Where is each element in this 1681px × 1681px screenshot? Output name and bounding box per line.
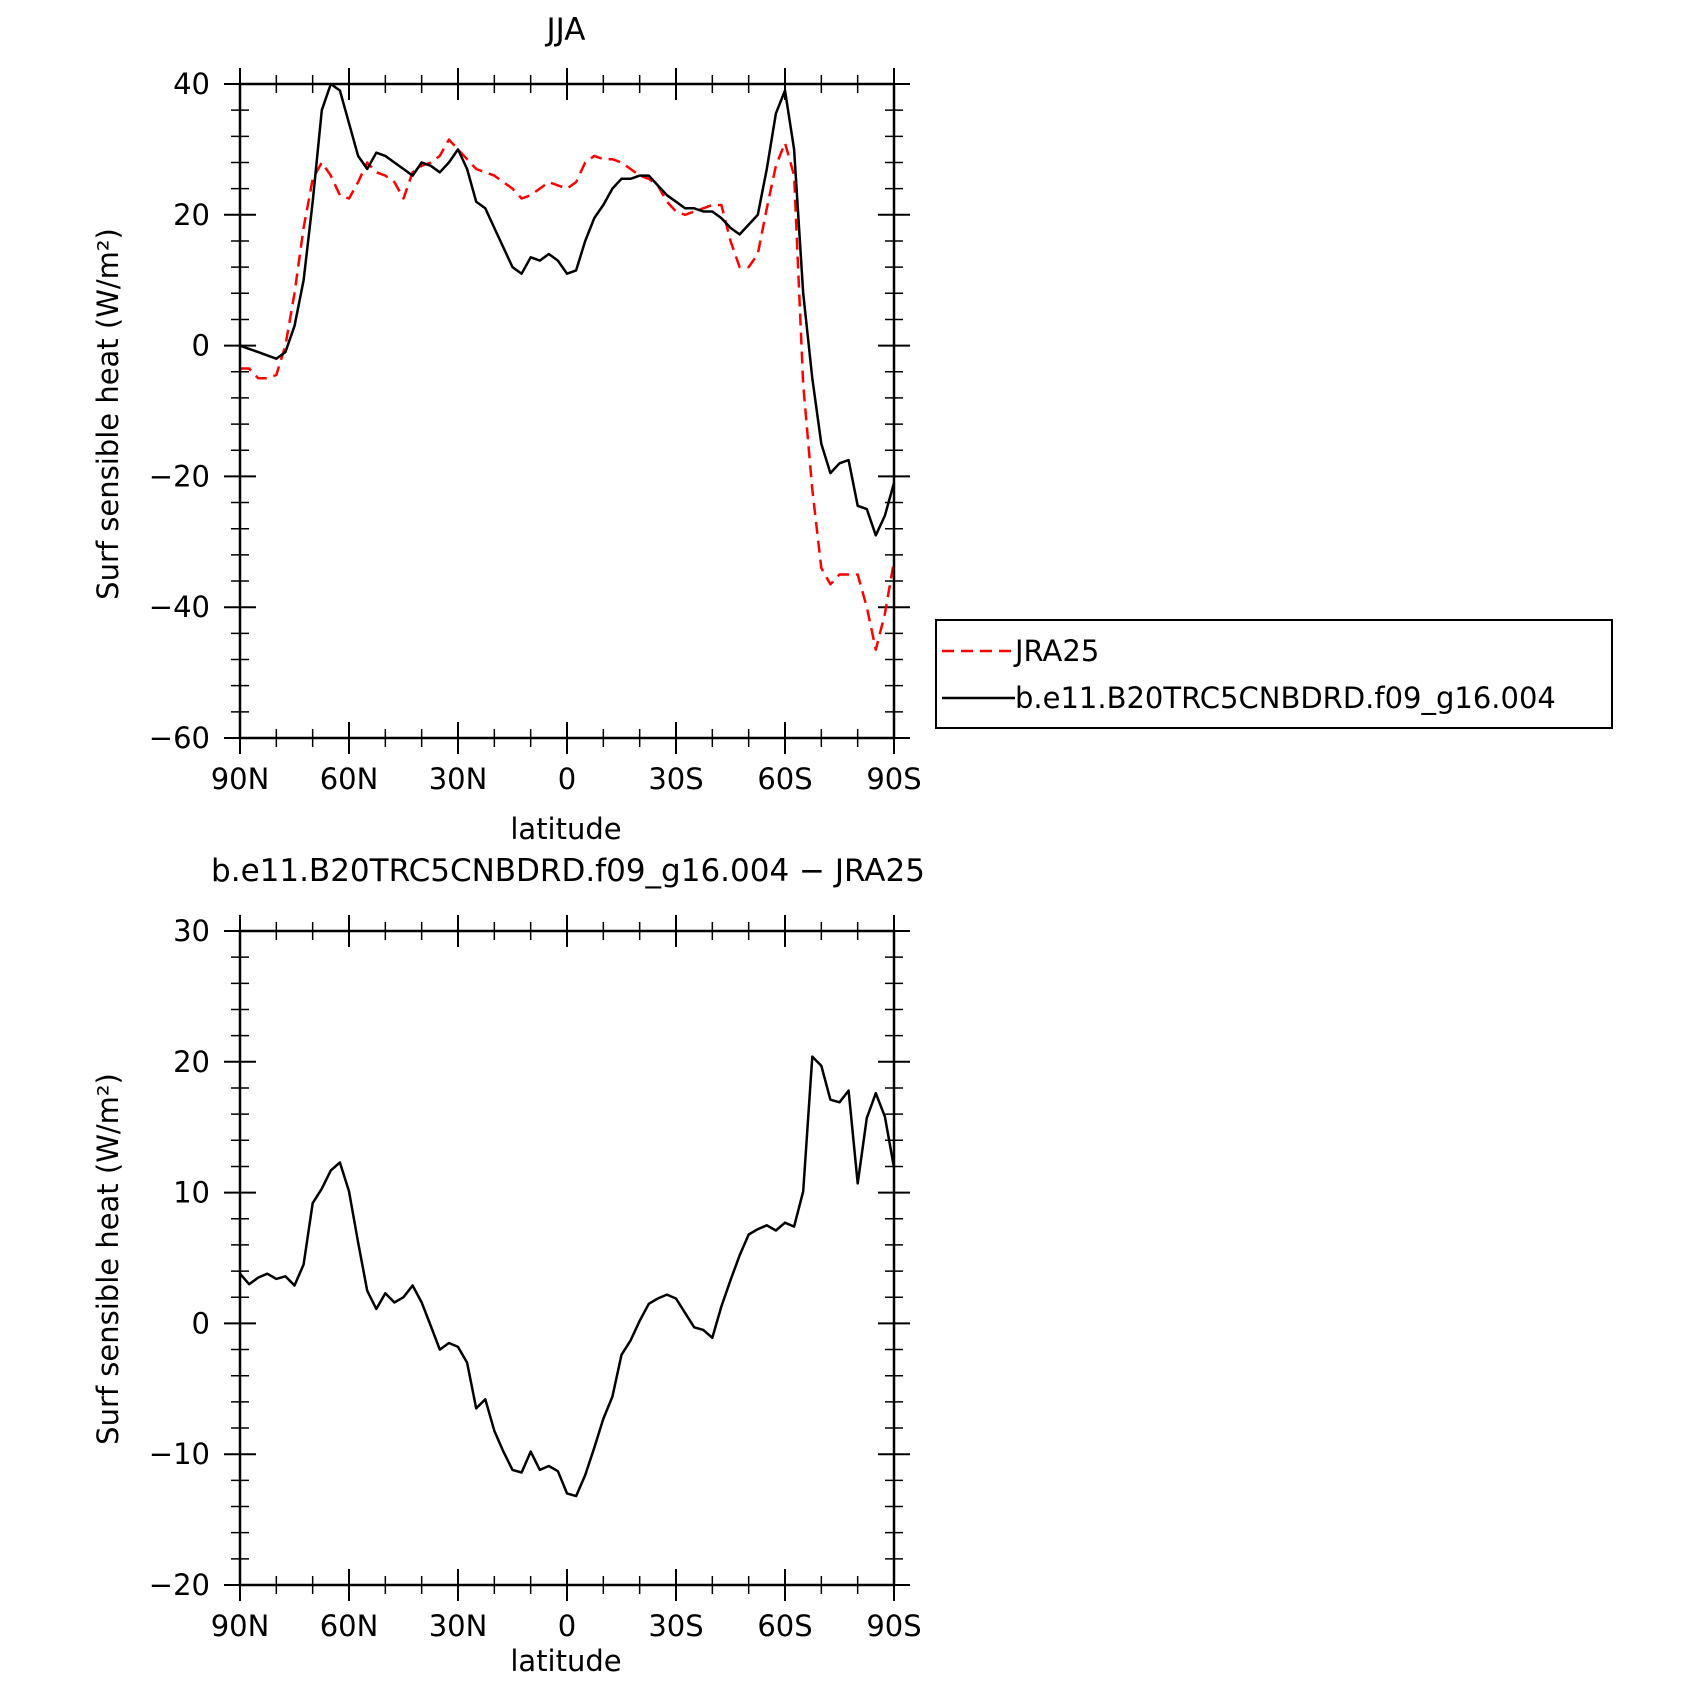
y-tick-label: 0 <box>192 329 210 363</box>
panel-top-ylabel: Surf sensible heat (W/m²) <box>91 228 125 600</box>
y-tick-label: −20 <box>149 459 210 493</box>
x-tick-label: 30S <box>648 1609 703 1643</box>
x-tick-label: 0 <box>558 762 576 796</box>
y-tick-label: 30 <box>173 914 210 948</box>
x-tick-label: 30N <box>429 1609 488 1643</box>
legend-box <box>935 619 1613 729</box>
y-tick-label: 0 <box>192 1306 210 1340</box>
x-tick-label: 0 <box>558 1609 576 1643</box>
x-tick-label: 60S <box>757 762 812 796</box>
panel-bottom: b.e11.B20TRC5CNBDRD.f09_g16.004 − JRA25 … <box>91 853 925 1678</box>
x-tick-label: 30N <box>429 762 488 796</box>
y-tick-label: 40 <box>173 67 210 101</box>
legend-label-model: b.e11.B20TRC5CNBDRD.f09_g16.004 <box>1015 681 1556 715</box>
panel-top: JJA Surf sensible heat (W/m²) latitude −… <box>91 12 922 846</box>
y-tick-label: −40 <box>149 590 210 624</box>
legend-label-jra25: JRA25 <box>1013 634 1099 668</box>
series-line-difference <box>239 1055 896 1498</box>
x-tick-label: 60N <box>320 1609 379 1643</box>
panel-bottom-title: b.e11.B20TRC5CNBDRD.f09_g16.004 − JRA25 <box>211 853 925 889</box>
x-tick-label: 90S <box>866 762 921 796</box>
series-line-b-e11-b20trc5cnbdrd-f09-g16-004 <box>239 82 896 537</box>
x-tick-label: 60S <box>757 1609 812 1643</box>
y-tick-label: −60 <box>149 721 210 755</box>
x-tick-label: 60N <box>320 762 379 796</box>
x-tick-label: 90N <box>211 1609 270 1643</box>
y-tick-label: 20 <box>173 198 210 232</box>
x-tick-label: 90N <box>211 762 270 796</box>
series-line-jra25 <box>240 138 896 651</box>
y-tick-label: −20 <box>149 1568 210 1602</box>
panel-top-title: JJA <box>545 12 586 48</box>
x-tick-label: 90S <box>866 1609 921 1643</box>
legend: JRA25 b.e11.B20TRC5CNBDRD.f09_g16.004 <box>935 619 1613 729</box>
x-tick-label: 30S <box>648 762 703 796</box>
panel-bottom-ylabel: Surf sensible heat (W/m²) <box>91 1073 125 1445</box>
panel-top-xlabel: latitude <box>510 812 621 846</box>
panel-bottom-plot-frame <box>238 929 896 1587</box>
y-tick-label: −10 <box>149 1437 210 1471</box>
y-tick-label: 10 <box>173 1176 210 1210</box>
y-tick-label: 20 <box>173 1045 210 1079</box>
panel-top-plot-frame <box>238 82 896 740</box>
panel-bottom-xlabel: latitude <box>510 1644 621 1678</box>
